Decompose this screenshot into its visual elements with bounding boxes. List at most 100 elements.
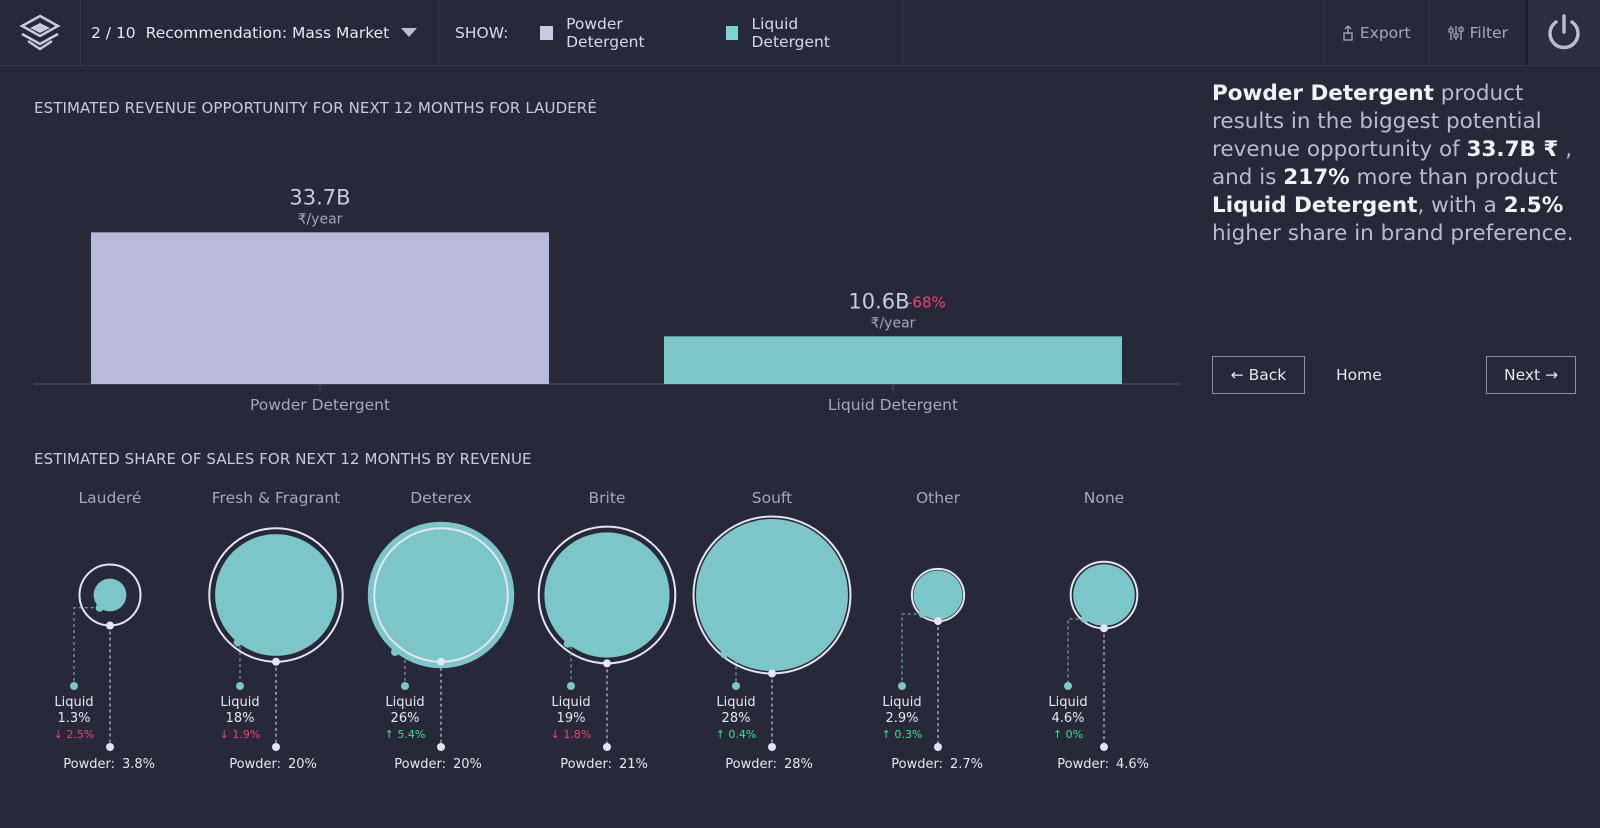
show-label: SHOW: xyxy=(455,23,509,42)
liquid-label: Liquid xyxy=(882,695,921,710)
powder-label-dot xyxy=(768,743,776,751)
change-down-label: ↓ 2.5% xyxy=(54,728,95,741)
powder-label-dot xyxy=(437,743,445,751)
powder-label: Powder: xyxy=(1057,757,1109,772)
liquid-bubble xyxy=(367,521,515,669)
powder-anchor-dot xyxy=(106,621,114,630)
liquid-label: Liquid xyxy=(716,695,755,710)
change-down-label: ↓ 1.8% xyxy=(551,728,592,741)
page-indicator: 2 / 10 xyxy=(91,23,136,42)
brand-label: Lauderé xyxy=(79,489,142,507)
bar-unit-label: ₹/year xyxy=(298,211,343,227)
logo[interactable] xyxy=(0,0,81,65)
powder-value: 4.6% xyxy=(1116,757,1149,772)
revenue-bar-chart: Powder Detergent 33.7B ₹/year Liquid Deterg… xyxy=(34,185,1180,414)
next-button[interactable]: Next → xyxy=(1486,356,1576,394)
export-button[interactable]: Export xyxy=(1322,0,1429,65)
powder-label: Powder: xyxy=(229,757,281,772)
liquid-anchor-dot xyxy=(563,639,572,648)
summary-bold-4: Liquid Detergent xyxy=(1212,193,1418,218)
summary-text-4: , with a xyxy=(1417,193,1504,218)
liquid-value: 28% xyxy=(722,711,751,726)
powder-label: Powder: xyxy=(63,757,115,772)
bar-liquid xyxy=(664,336,1122,384)
filter-icon xyxy=(1448,25,1464,40)
x-tick-label: Powder Detergent xyxy=(250,396,390,414)
liquid-label-dot xyxy=(567,682,575,690)
chevron-down-icon xyxy=(401,28,418,37)
liquid-anchor-dot xyxy=(720,650,729,659)
liquid-bubble xyxy=(913,570,963,620)
liquid-label: Liquid xyxy=(54,695,93,710)
back-button[interactable]: ← Back xyxy=(1212,356,1305,394)
powder-label: Powder: xyxy=(891,757,943,772)
powder-label-dot xyxy=(106,743,114,751)
bar-value-label: 33.7B xyxy=(289,185,350,209)
powder-label-dot xyxy=(934,743,942,751)
liquid-leader-line xyxy=(73,607,100,686)
liquid-value: 2.9% xyxy=(885,711,918,726)
liquid-label: Liquid xyxy=(1048,695,1087,710)
liquid-value: 18% xyxy=(226,711,255,726)
legend-toggle-liquid[interactable]: Liquid Detergent xyxy=(725,14,870,51)
home-link[interactable]: Home xyxy=(1336,366,1382,384)
recommendation-dropdown[interactable]: 2 / 10 Recommendation: Mass Market xyxy=(81,0,439,65)
logo-icon xyxy=(19,14,61,51)
liquid-value: 1.3% xyxy=(57,711,90,726)
share-section-title: ESTIMATED SHARE OF SALES FOR NEXT 12 MON… xyxy=(34,450,532,468)
liquid-bubble xyxy=(1073,564,1135,626)
powder-label-dot xyxy=(603,743,611,751)
liquid-value: 19% xyxy=(557,711,586,726)
powder-label-dot xyxy=(1100,743,1108,751)
summary-bold-5: 2.5% xyxy=(1503,193,1564,218)
liquid-label-dot xyxy=(401,682,409,690)
powder-value: 20% xyxy=(288,757,317,772)
legend-toggle-powder[interactable]: Powder Detergent xyxy=(540,15,693,51)
summary-text-1: product results in the biggest potential… xyxy=(1212,81,1542,162)
liquid-value: 26% xyxy=(391,711,420,726)
summary-text-5: higher share in brand preference. xyxy=(1212,221,1574,246)
recommendation-label: Recommendation: Mass Market xyxy=(145,23,390,42)
change-down-label: ↓ 1.9% xyxy=(220,728,261,741)
summary-text-2: , and is xyxy=(1212,137,1573,190)
liquid-label: Liquid xyxy=(220,695,259,710)
brand-label: Souft xyxy=(752,489,792,507)
revenue-section-title: ESTIMATED REVENUE OPPORTUNITY FOR NEXT 1… xyxy=(34,99,597,117)
powder-anchor-dot xyxy=(437,657,445,666)
export-label: Export xyxy=(1359,23,1411,42)
liquid-bubble xyxy=(93,578,127,612)
liquid-anchor-dot xyxy=(390,647,399,656)
liquid-value: 4.6% xyxy=(1051,711,1084,726)
change-up-label: ↑ 0.4% xyxy=(716,728,757,741)
x-tick-label: Liquid Detergent xyxy=(828,396,958,414)
powder-anchor-dot xyxy=(603,659,611,668)
bar-change-label: -68% xyxy=(907,293,946,311)
summary-text-3: more than product xyxy=(1349,165,1558,190)
liquid-anchor-dot xyxy=(95,603,104,612)
power-icon xyxy=(1548,13,1580,49)
filter-button[interactable]: Filter xyxy=(1428,0,1526,65)
brand-label: Other xyxy=(916,489,961,507)
liquid-bubble xyxy=(215,534,337,656)
summary-bold-1: Powder Detergent xyxy=(1212,81,1434,106)
legend-label-liquid: Liquid Detergent xyxy=(751,14,830,51)
powder-anchor-dot xyxy=(768,669,776,678)
liquid-leader-line xyxy=(394,651,406,686)
powder-anchor-dot xyxy=(934,617,942,626)
liquid-anchor-dot xyxy=(233,638,242,647)
powder-value: 21% xyxy=(619,757,648,772)
liquid-leader-line xyxy=(724,653,737,686)
powder-label: Powder: xyxy=(394,757,446,772)
liquid-leader-line xyxy=(1067,618,1085,686)
brand-label: None xyxy=(1084,489,1124,507)
liquid-bubble xyxy=(544,532,670,658)
brand-label: Brite xyxy=(589,489,626,507)
powder-label: Powder: xyxy=(560,757,612,772)
liquid-label-dot xyxy=(732,682,740,690)
power-button[interactable] xyxy=(1526,0,1600,65)
liquid-label-dot xyxy=(236,682,244,690)
liquid-label: Liquid xyxy=(385,695,424,710)
brand-label: Deterex xyxy=(410,489,472,507)
powder-value: 20% xyxy=(453,757,482,772)
summary-text: Powder Detergent product results in the … xyxy=(1212,80,1592,248)
